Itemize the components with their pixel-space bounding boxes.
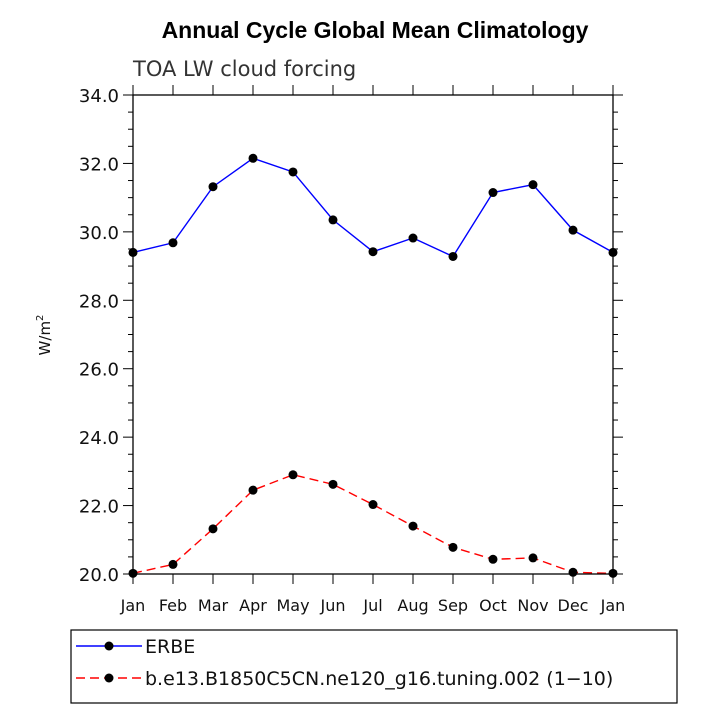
y-axis-label-unit: W/m (36, 321, 54, 356)
y-tick-label: 22.0 (79, 497, 119, 518)
series-2-point (528, 553, 538, 563)
y-tick-label: 26.0 (79, 360, 119, 381)
series-1-point (248, 153, 258, 163)
series-1-point (488, 188, 498, 198)
series-2-point (408, 521, 418, 531)
series-2-point (368, 500, 378, 510)
plot-frame (132, 94, 614, 575)
x-tick-label: Dec (558, 596, 589, 615)
series-2-point (448, 542, 458, 552)
x-tick-label: Nov (517, 596, 548, 615)
legend-marker-1 (104, 641, 114, 651)
series-1-point (528, 180, 538, 190)
chart-subtitle: TOA LW cloud forcing (132, 57, 356, 81)
series-1-point (568, 225, 578, 235)
series-2-point (568, 567, 578, 577)
series-2-point (488, 554, 498, 564)
y-tick-label: 30.0 (79, 223, 119, 244)
x-tick-label: Feb (159, 596, 187, 615)
y-tick-label: 20.0 (79, 565, 119, 586)
series-line-1 (132, 157, 614, 258)
y-tick-label: 32.0 (79, 154, 119, 175)
series-1-point (208, 182, 218, 192)
y-tick-label: 28.0 (79, 291, 119, 312)
axes: 20.0 22.0 24.0 26.0 28.0 30.0 32.0 34.0 Jan Feb Ma… (79, 85, 625, 615)
x-tick-label: Jul (362, 596, 382, 615)
series-2-point (328, 479, 338, 489)
legend: ERBE b.e13.B1850C5CN.ne120_g16.tuning.002… (70, 629, 678, 704)
legend-label-2: b.e13.B1850C5CN.ne120_g16.tuning.002 (1−… (145, 668, 613, 690)
series-2-point (168, 559, 178, 569)
series-1-point (168, 238, 178, 248)
series-layer (128, 153, 618, 578)
legend-box (70, 629, 678, 704)
chart-title: Annual Cycle Global Mean Climatology (162, 17, 589, 43)
x-tick-label: Sep (438, 596, 468, 615)
series-1-point (408, 233, 418, 243)
y-tick-label: 24.0 (79, 428, 119, 449)
series-2-point (248, 485, 258, 495)
x-tick-label: Jan (600, 596, 626, 615)
series-2-point (208, 524, 218, 534)
legend-marker-2 (104, 673, 114, 683)
x-tick-label: Jan (120, 596, 146, 615)
y-axis-label-superscript: 2 (35, 315, 46, 321)
y-tick-label: 34.0 (79, 86, 119, 107)
series-1-point (288, 167, 298, 177)
x-tick-label: Jun (320, 596, 346, 615)
series-1-point (328, 215, 338, 225)
series-line-2 (132, 474, 614, 575)
series-1-point (448, 251, 458, 261)
x-tick-label: May (276, 596, 309, 615)
x-tick-label: Aug (397, 596, 428, 615)
series-1-point (368, 247, 378, 257)
series-2-point (288, 470, 298, 480)
legend-label-1: ERBE (145, 636, 195, 658)
x-tick-label: Oct (479, 596, 507, 615)
x-tick-label: Apr (239, 596, 267, 615)
x-tick-label: Mar (198, 596, 229, 615)
y-axis-label: W/m2 (35, 315, 54, 356)
